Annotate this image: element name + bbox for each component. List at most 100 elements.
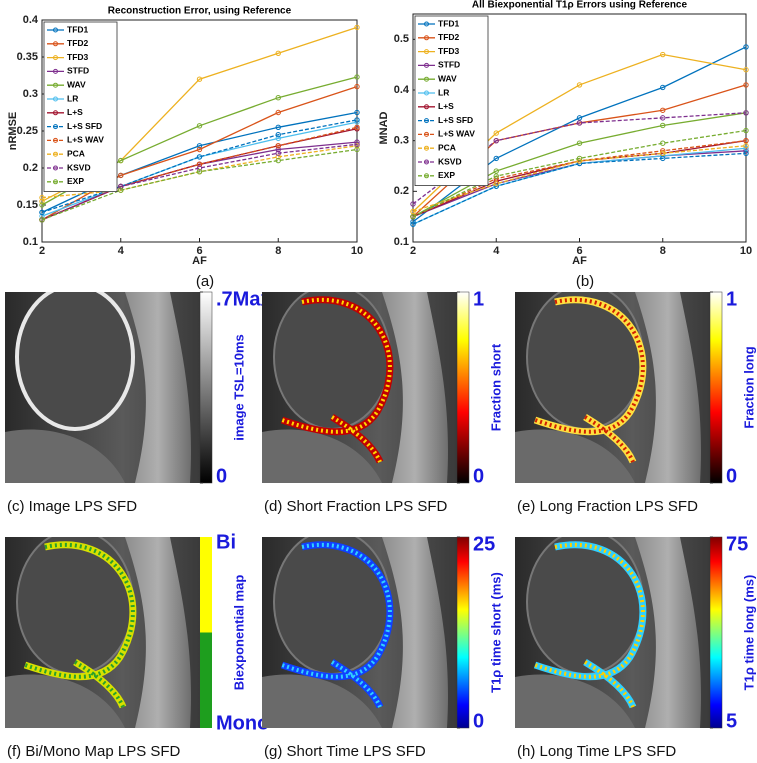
legend-label: L+S SFD [67, 121, 102, 131]
data-point [354, 74, 360, 80]
x-axis-label: AF [192, 255, 207, 267]
image-content [262, 537, 457, 728]
legend-marker [53, 137, 58, 143]
data-point [354, 141, 360, 148]
cartilage-map-detail [281, 543, 392, 708]
data-point [743, 44, 749, 50]
legend-label: L+S [67, 107, 83, 117]
data-point [410, 201, 416, 207]
legend-label: L+S [438, 101, 454, 111]
legend-marker [424, 145, 429, 151]
data-point [275, 135, 281, 142]
data-point [743, 137, 749, 144]
colorbar-segment [200, 537, 212, 633]
legend-marker [53, 151, 58, 157]
x-tick-label: 8 [275, 245, 281, 257]
data-point [743, 150, 749, 157]
x-axis-label: AF [572, 255, 587, 267]
panel-caption: (h) Long Time LPS SFD [517, 743, 676, 760]
x-tick-label: 10 [740, 245, 752, 257]
legend-marker [53, 27, 58, 33]
image-content [515, 537, 710, 728]
colorbar-tick-label: Mono [216, 712, 269, 734]
cartilage-map-detail [24, 543, 135, 708]
data-point [493, 130, 499, 136]
series-line [412, 112, 747, 218]
x-tick-label: 4 [118, 245, 125, 257]
legend-label: L+S SFD [438, 115, 473, 125]
x-tick-label: 2 [410, 245, 416, 257]
data-point [39, 198, 45, 205]
legend-marker [424, 21, 429, 27]
colorbar-tick-label: .7Max [216, 288, 272, 310]
data-point [275, 157, 281, 164]
data-point [196, 169, 203, 175]
panel-caption: (c) Image LPS SFD [7, 498, 137, 515]
legend-label: TFD2 [67, 38, 89, 48]
data-point [660, 155, 666, 162]
data-point [275, 132, 281, 138]
tibia [262, 674, 382, 728]
y-axis-label: nRMSE [7, 112, 19, 151]
cartilage-map-detail [281, 298, 392, 463]
x-tick-label: 2 [39, 245, 45, 257]
data-point [493, 137, 499, 144]
data-point [196, 123, 203, 129]
legend-marker [424, 104, 429, 110]
colorbar-label: image TSL=10ms [231, 334, 246, 441]
colorbar-tick-label: 0 [473, 710, 484, 732]
femur [273, 537, 391, 675]
y-tick-label: 0.35 [17, 51, 38, 63]
data-point [660, 51, 666, 58]
legend-label: WAV [438, 73, 457, 83]
y-tick-label: 0.3 [394, 135, 409, 147]
tendon [382, 292, 448, 483]
data-point [354, 146, 360, 153]
legend-marker [53, 55, 58, 61]
x-tick-label: 10 [351, 245, 363, 257]
cartilage-map-detail [534, 298, 645, 463]
legend-marker [53, 68, 58, 74]
data-point [275, 95, 281, 101]
y-axis-label: MNAD [378, 111, 390, 144]
colorbar [456, 536, 470, 729]
y-tick-label: 0.2 [394, 185, 409, 197]
data-point [660, 140, 666, 146]
legend-label: WAV [67, 79, 86, 89]
legend-marker [424, 35, 429, 41]
data-point [118, 187, 124, 193]
data-point [275, 124, 281, 131]
y-tick-label: 0.15 [17, 199, 38, 211]
y-tick-label: 0.25 [17, 125, 38, 137]
legend-box [43, 21, 118, 193]
legend-marker [53, 179, 58, 185]
legend-label: TFD2 [438, 32, 460, 42]
legend-marker [53, 96, 58, 102]
legend-label: KSVD [67, 162, 91, 172]
colorbar [199, 291, 213, 484]
chart-title: All Biexponential T1ρ Errors using Refer… [472, 0, 688, 11]
legend-marker [53, 82, 58, 88]
legend-label: KSVD [438, 156, 462, 166]
knee-image [515, 537, 710, 728]
legend-marker [424, 62, 429, 68]
data-point [118, 183, 124, 190]
data-point [354, 139, 360, 145]
tibia [262, 429, 382, 483]
colorbar-label: T1ρ time short (ms) [488, 572, 503, 693]
data-point [39, 217, 45, 223]
colorbar-label: Fraction long [741, 346, 756, 428]
data-point [743, 143, 749, 149]
panel-caption: (d) Short Fraction LPS SFD [264, 498, 448, 515]
data-point [493, 168, 499, 174]
data-point [196, 161, 203, 168]
data-point [39, 194, 45, 201]
data-point [275, 154, 281, 160]
data-point [196, 165, 203, 171]
knee-image [5, 537, 200, 728]
data-point [743, 145, 749, 151]
y-tick-label: 0.4 [23, 14, 39, 26]
legend-label: STFD [67, 66, 89, 76]
legend-marker [424, 159, 429, 165]
data-point [354, 24, 360, 31]
